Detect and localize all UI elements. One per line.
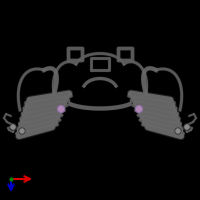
Circle shape (184, 124, 190, 130)
Circle shape (19, 128, 25, 134)
Circle shape (57, 105, 65, 113)
Circle shape (175, 128, 181, 134)
Circle shape (10, 124, 16, 130)
Circle shape (135, 105, 143, 113)
